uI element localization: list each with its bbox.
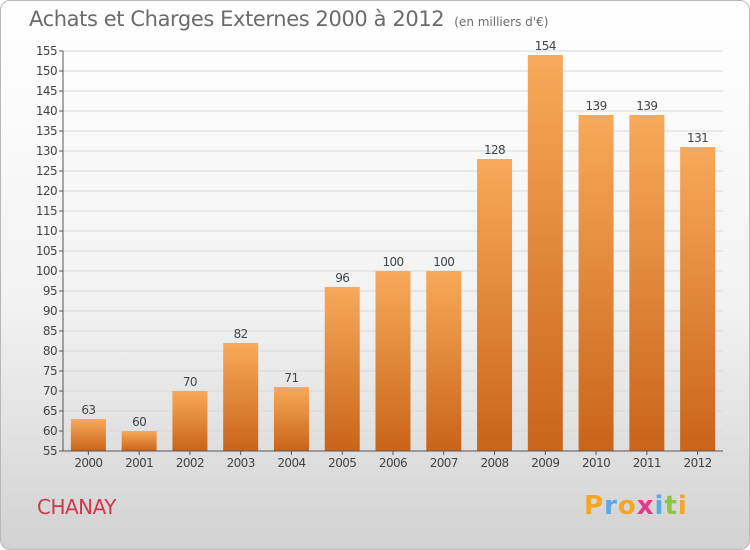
y-tick-label: 130 [36, 144, 57, 158]
bar [680, 147, 716, 451]
bar-value-label: 70 [183, 375, 197, 389]
x-tick-label: 2011 [633, 456, 661, 470]
bar [273, 387, 309, 451]
x-tick-label: 2007 [430, 456, 458, 470]
x-tick-label: 2008 [480, 456, 508, 470]
bar [578, 115, 614, 451]
logo-letter: o [617, 491, 637, 521]
bar [324, 287, 360, 451]
x-tick-label: 2012 [684, 456, 712, 470]
y-tick-label: 90 [43, 304, 57, 318]
bar-value-label: 154 [535, 39, 556, 53]
y-tick-label: 60 [43, 424, 57, 438]
place-name: CHANAY [37, 495, 117, 519]
bar-value-label: 100 [433, 255, 454, 269]
y-tick-label: 55 [43, 444, 57, 458]
logo-letter: r [604, 491, 618, 521]
logo-letter: P [584, 491, 605, 521]
bar-value-label: 100 [382, 255, 403, 269]
chart-unit: (en milliers d'€) [454, 15, 549, 29]
y-tick-label: 145 [36, 84, 57, 98]
chart-title-text: Achats et Charges Externes 2000 à 2012 [29, 7, 445, 31]
bar [121, 431, 157, 451]
logo-letter: x [636, 491, 655, 521]
y-tick-label: 120 [36, 184, 57, 198]
bar-value-label: 139 [636, 99, 657, 113]
y-tick-label: 110 [36, 224, 57, 238]
chart-title: Achats et Charges Externes 2000 à 2012 (e… [29, 7, 548, 31]
bar-value-label: 71 [284, 371, 298, 385]
x-tick-label: 2004 [277, 456, 305, 470]
y-tick-label: 65 [43, 404, 57, 418]
bar [629, 115, 665, 451]
bar [477, 159, 513, 451]
y-tick-label: 150 [36, 64, 57, 78]
y-tick-label: 125 [36, 164, 57, 178]
y-tick-label: 105 [36, 244, 57, 258]
bar [223, 343, 259, 451]
logo-letter: i [654, 491, 665, 521]
labels: 55 60 65 70 75 80 85 90 95 100 105 110 115 120 125 130 1… [36, 39, 712, 470]
bar [375, 271, 411, 451]
y-tick-label: 70 [43, 384, 57, 398]
x-tick-label: 2009 [531, 456, 559, 470]
y-tick-label: 135 [36, 124, 57, 138]
bar [172, 391, 208, 451]
proxiti-logo[interactable]: Proxiti [584, 491, 688, 521]
bar-value-label: 82 [234, 327, 248, 341]
axes [59, 50, 723, 455]
y-tick-label: 80 [43, 344, 57, 358]
bar [426, 271, 462, 451]
x-tick-label: 2001 [125, 456, 153, 470]
y-tick-label: 100 [36, 264, 57, 278]
y-tick-label: 140 [36, 104, 57, 118]
y-tick-label: 115 [36, 204, 57, 218]
x-tick-label: 2006 [379, 456, 407, 470]
bar-value-label: 139 [586, 99, 607, 113]
logo-letter: i [677, 491, 688, 521]
x-tick-label: 2002 [176, 456, 204, 470]
y-tick-label: 95 [43, 284, 57, 298]
bar-value-label: 128 [484, 143, 505, 157]
bar [70, 419, 106, 451]
bar-value-label: 60 [132, 415, 146, 429]
y-tick-label: 85 [43, 324, 57, 338]
bar [527, 55, 563, 451]
logo-letter: t [664, 491, 678, 521]
y-tick-label: 75 [43, 364, 57, 378]
bar-value-label: 63 [81, 403, 95, 417]
bar-value-label: 96 [335, 271, 349, 285]
bars [70, 55, 716, 451]
y-tick-label: 155 [36, 44, 57, 58]
bar-value-label: 131 [687, 131, 708, 145]
x-tick-label: 2005 [328, 456, 356, 470]
x-tick-label: 2010 [582, 456, 610, 470]
x-tick-label: 2000 [74, 456, 102, 470]
x-tick-label: 2003 [227, 456, 255, 470]
